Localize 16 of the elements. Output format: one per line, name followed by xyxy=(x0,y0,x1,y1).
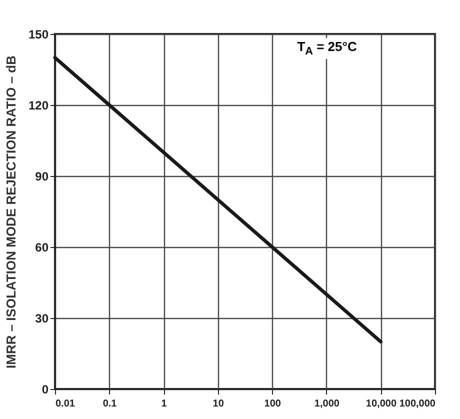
y-axis-title: IMRR – ISOLATION MODE REJECTION RATIO – dB xyxy=(3,56,18,368)
x-tick-label: 100,000 xyxy=(399,398,436,410)
y-tick-label: 60 xyxy=(35,240,49,254)
x-tick-label: 10,000 xyxy=(366,398,397,410)
y-tick-label: 150 xyxy=(28,28,49,42)
x-tick-label: 1 xyxy=(161,398,168,410)
y-tick-label: 0 xyxy=(42,382,49,396)
annotation: T$_{A}$ = 25°C xyxy=(294,38,360,59)
y-tick-label: 30 xyxy=(35,312,49,326)
y-tick-label: 120 xyxy=(28,98,49,112)
x-tick-label: 0.01 xyxy=(56,398,76,410)
x-tick-label: 10 xyxy=(212,398,224,410)
x-tick-label: 0.1 xyxy=(102,398,118,410)
x-tick-label: 1,000 xyxy=(314,398,340,410)
y-tick-label: 90 xyxy=(35,170,49,184)
x-tick-label: 100 xyxy=(264,398,282,410)
